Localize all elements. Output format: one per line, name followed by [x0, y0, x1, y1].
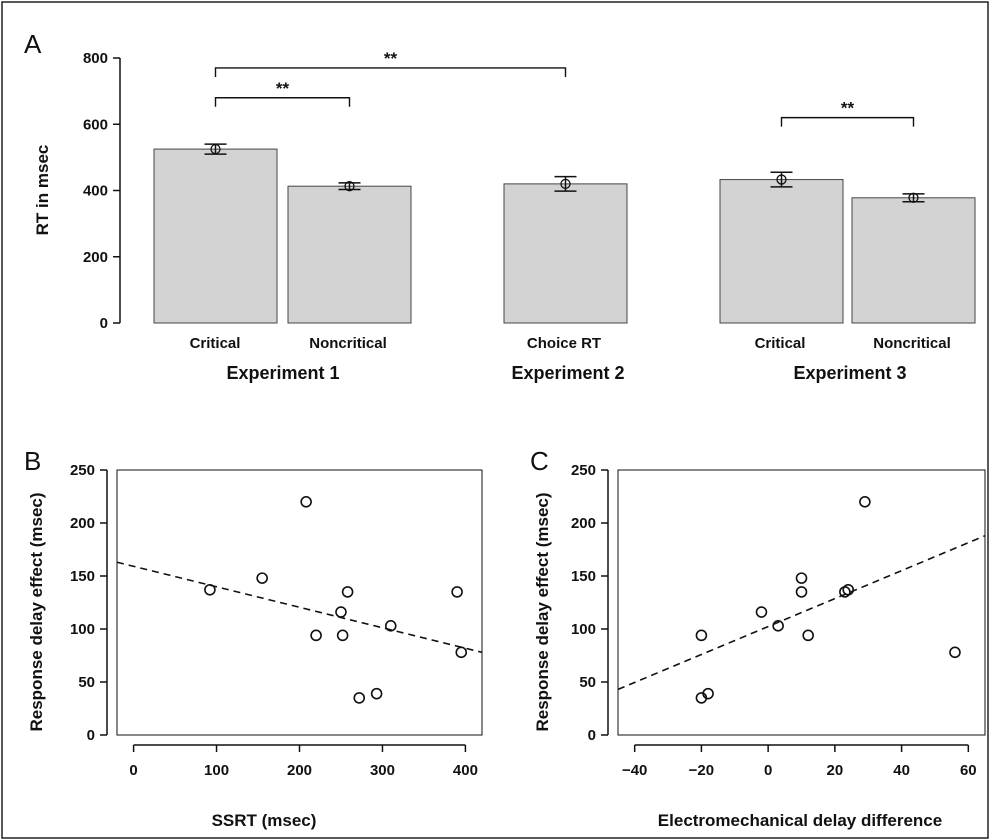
panel-c-plot [618, 497, 985, 703]
x-tick-label: 0 [129, 762, 137, 779]
data-point [756, 607, 766, 617]
panel-a-category-labels: Critical Noncritical Choice RT Critical … [190, 335, 951, 352]
panel-b-letter: B [24, 446, 41, 476]
y-tick-label: 50 [78, 674, 95, 691]
data-point [336, 607, 346, 617]
y-tick-label: 150 [571, 568, 596, 585]
category-label: Critical [755, 335, 806, 352]
panel-c: C Response delay effect (msec) Electrome… [530, 446, 985, 830]
panel-a-y-axis: 0 200 400 600 800 [83, 50, 120, 332]
panel-c-y-axis-label: Response delay effect (msec) [533, 492, 552, 731]
bar [852, 198, 975, 323]
significance-label: ** [276, 79, 290, 98]
data-point [205, 585, 215, 595]
data-point [803, 630, 813, 640]
y-tick-label: 0 [100, 315, 108, 332]
x-tick-label: −40 [622, 762, 647, 779]
group-label-experiment-3: Experiment 3 [793, 363, 906, 383]
data-point [372, 689, 382, 699]
bar [720, 180, 843, 323]
significance-bracket [782, 118, 914, 127]
data-point [343, 587, 353, 597]
significance-label: ** [384, 49, 398, 68]
x-tick-label: 40 [893, 762, 910, 779]
data-point [696, 630, 706, 640]
panel-b-x-axis-label: SSRT (msec) [212, 811, 317, 830]
data-point [338, 630, 348, 640]
x-tick-label: 100 [204, 762, 229, 779]
data-point [797, 587, 807, 597]
panel-a-group-labels: Experiment 1 Experiment 2 Experiment 3 [226, 363, 906, 383]
group-label-experiment-1: Experiment 1 [226, 363, 339, 383]
panel-a-y-axis-label: RT in msec [33, 145, 52, 236]
category-label: Noncritical [309, 335, 387, 352]
y-tick-label: 150 [70, 568, 95, 585]
y-tick-label: 400 [83, 183, 108, 200]
data-point [843, 585, 853, 595]
x-tick-label: 400 [453, 762, 478, 779]
significance-bracket [216, 68, 566, 77]
significance-label: ** [841, 99, 855, 118]
panel-b: B Response delay effect (msec) SSRT (mse… [24, 446, 482, 830]
x-tick-label: 300 [370, 762, 395, 779]
plot-frame [117, 470, 482, 735]
panel-a-bars [154, 144, 975, 323]
y-tick-label: 200 [70, 515, 95, 532]
data-point [311, 630, 321, 640]
bar [154, 149, 277, 323]
y-tick-label: 250 [571, 462, 596, 479]
trend-line [117, 562, 482, 652]
x-tick-label: 200 [287, 762, 312, 779]
trend-line [618, 536, 985, 690]
panel-b-y-axis-label: Response delay effect (msec) [27, 492, 46, 731]
panel-a-letter: A [24, 29, 42, 59]
y-tick-label: 200 [571, 515, 596, 532]
x-tick-label: 60 [960, 762, 977, 779]
category-label: Critical [190, 335, 241, 352]
data-point [860, 497, 870, 507]
panel-c-letter: C [530, 446, 549, 476]
y-tick-label: 100 [571, 621, 596, 638]
x-tick-label: 0 [764, 762, 772, 779]
panel-a: A RT in msec 0 200 400 600 800 ** ** ** Critic… [24, 29, 975, 383]
category-label: Noncritical [873, 335, 951, 352]
data-point [354, 693, 364, 703]
y-tick-label: 600 [83, 116, 108, 133]
significance-bracket [216, 98, 350, 107]
category-label: Choice RT [527, 335, 601, 352]
y-tick-label: 0 [588, 727, 596, 744]
y-tick-label: 800 [83, 50, 108, 67]
y-tick-label: 200 [83, 249, 108, 266]
bar [288, 186, 411, 323]
y-tick-label: 0 [87, 727, 95, 744]
x-tick-label: −20 [689, 762, 714, 779]
panel-c-x-axis-label: Electromechanical delay difference [658, 811, 942, 830]
x-tick-label: 20 [827, 762, 844, 779]
data-point [456, 647, 466, 657]
data-point [257, 573, 267, 583]
group-label-experiment-2: Experiment 2 [511, 363, 624, 383]
data-point [301, 497, 311, 507]
panel-b-plot [117, 497, 482, 703]
panel-b-axes: 0 50 100 150 200 250 0 100 200 300 400 [70, 462, 482, 779]
bar [504, 184, 627, 323]
y-tick-label: 50 [579, 674, 596, 691]
y-tick-label: 250 [70, 462, 95, 479]
panel-a-significance-brackets: ** ** ** [216, 49, 914, 127]
plot-frame [618, 470, 985, 735]
data-point [452, 587, 462, 597]
data-point [797, 573, 807, 583]
data-point [950, 647, 960, 657]
y-tick-label: 100 [70, 621, 95, 638]
